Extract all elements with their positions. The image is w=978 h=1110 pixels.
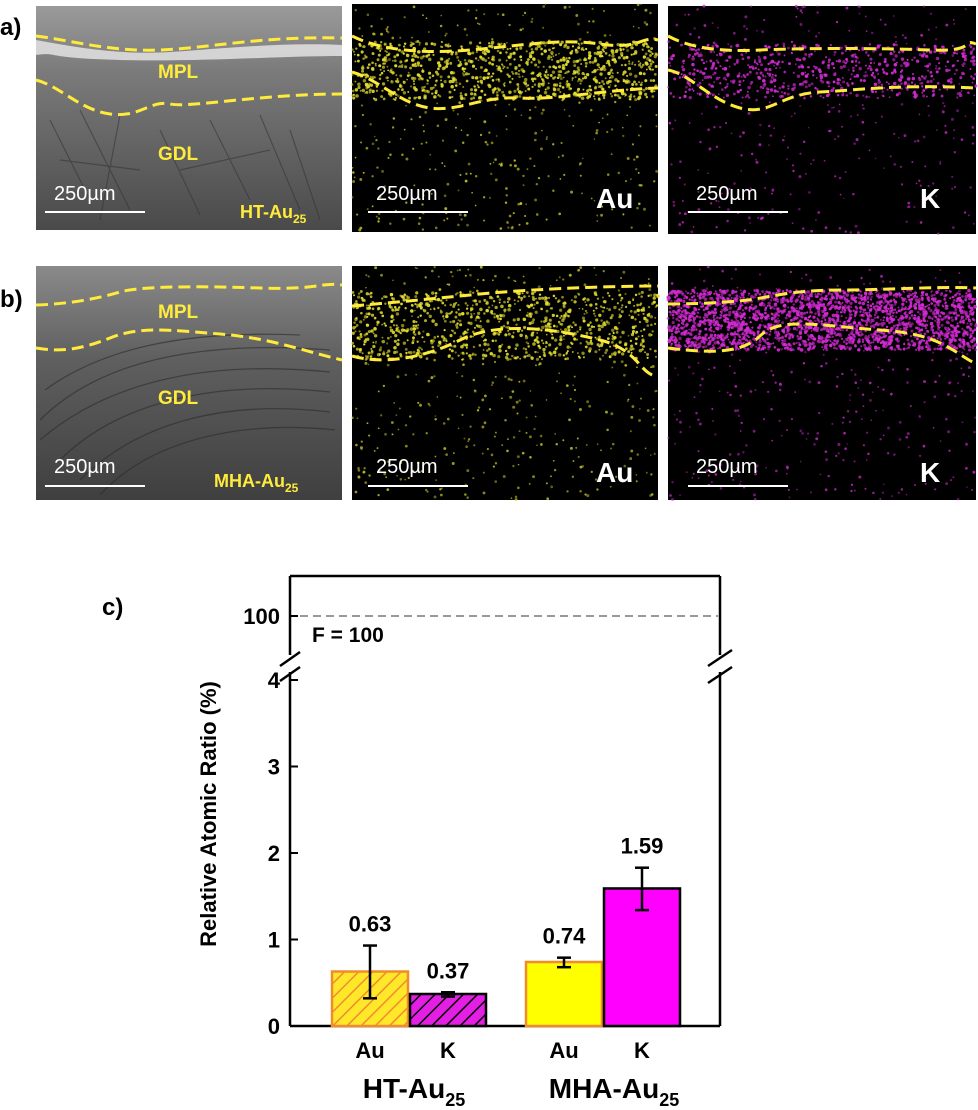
k-map-bottom-outline-a xyxy=(667,68,977,112)
mpl-bottom-outline-b xyxy=(35,328,343,362)
reference-line-label: F = 100 xyxy=(312,624,384,647)
gdl-label-b: GDL xyxy=(158,388,199,409)
y-axis-label: Relative Atomic Ratio (%) xyxy=(196,681,221,947)
value-label-mha-au: 0.74 xyxy=(543,924,587,949)
error-bar-ht-k xyxy=(441,991,455,998)
element-label-au-b: Au xyxy=(596,457,633,488)
au-map-a: 250µm Au xyxy=(350,3,659,232)
bar-chart: 100 F = 100 0 1 2 3 4 Relative Atomic Ratio … xyxy=(196,574,733,1110)
axis-break-left xyxy=(279,650,301,683)
au-map-top-outline-b xyxy=(351,284,659,308)
category-label-ht-au: Au xyxy=(355,1038,384,1063)
group-label-ht: HT-Au25 xyxy=(363,1073,465,1110)
scale-bar-label-a3: 250µm xyxy=(696,183,758,205)
bar-mha-k xyxy=(602,887,682,1028)
k-map-top-outline-b xyxy=(667,285,977,306)
bar-ht-k xyxy=(408,992,488,1028)
au-map-bottom-outline-b xyxy=(351,327,659,378)
y-tick-label-1: 1 xyxy=(268,928,280,953)
y-tick-label-2: 2 xyxy=(268,841,280,866)
sem-image-b: MPL GDL 250µm MHA-Au25 xyxy=(35,266,343,500)
value-label-ht-au: 0.63 xyxy=(349,912,392,937)
scale-bar-label-a1: 250µm xyxy=(54,183,116,205)
y-tick-label-3: 3 xyxy=(268,755,280,780)
value-label-mha-k: 1.59 xyxy=(621,834,664,859)
y-tick-label-100: 100 xyxy=(243,604,280,629)
au-map-top-outline-a xyxy=(351,34,659,53)
panel-label-c: c) xyxy=(102,594,123,621)
mpl-top-outline-a xyxy=(35,34,343,52)
scale-bar-label-b2: 250µm xyxy=(376,456,438,478)
error-bar-ht-au xyxy=(363,944,377,1000)
scale-bar-label-b3: 250µm xyxy=(696,456,758,478)
scale-bar-label-b1: 250µm xyxy=(54,456,116,478)
k-map-b: 250µm K xyxy=(666,265,978,502)
y-tick-label-0: 0 xyxy=(268,1014,280,1039)
k-map-a: 250µm K xyxy=(667,4,978,235)
scale-bar-label-a2: 250µm xyxy=(376,183,438,205)
element-label-k-b: K xyxy=(920,457,940,488)
y-tick-label-4: 4 xyxy=(268,668,281,693)
gdl-label-a: GDL xyxy=(158,144,199,165)
mpl-top-outline-b xyxy=(35,282,343,307)
axis-break-right xyxy=(707,648,733,685)
value-label-ht-k: 0.37 xyxy=(427,958,470,983)
bar-mha-au xyxy=(524,960,604,1028)
category-label-ht-k: K xyxy=(440,1038,456,1063)
au-map-bottom-outline-a xyxy=(351,70,659,111)
element-label-au-a: Au xyxy=(596,183,633,214)
sample-label-a: HT-Au25 xyxy=(240,202,307,226)
group-label-mha: MHA-Au25 xyxy=(549,1073,679,1110)
mpl-label-a: MPL xyxy=(158,62,199,83)
mpl-bottom-outline-a xyxy=(35,78,343,117)
k-map-top-outline-a xyxy=(667,34,977,52)
sem-image-a: MPL GDL 250µm HT-Au25 xyxy=(35,6,343,230)
au-map-b: 250µm Au xyxy=(351,265,660,501)
k-map-bottom-outline-b xyxy=(667,322,977,366)
sample-label-b: MHA-Au25 xyxy=(214,471,299,495)
panel-label-b: b) xyxy=(0,286,23,313)
element-label-k-a: K xyxy=(920,183,940,214)
error-bar-mha-au xyxy=(557,956,571,969)
category-label-mha-au: Au xyxy=(549,1038,578,1063)
error-bar-mha-k xyxy=(635,866,649,912)
mpl-label-b: MPL xyxy=(158,302,199,323)
panel-label-a: a) xyxy=(0,14,21,41)
category-label-mha-k: K xyxy=(634,1038,650,1063)
